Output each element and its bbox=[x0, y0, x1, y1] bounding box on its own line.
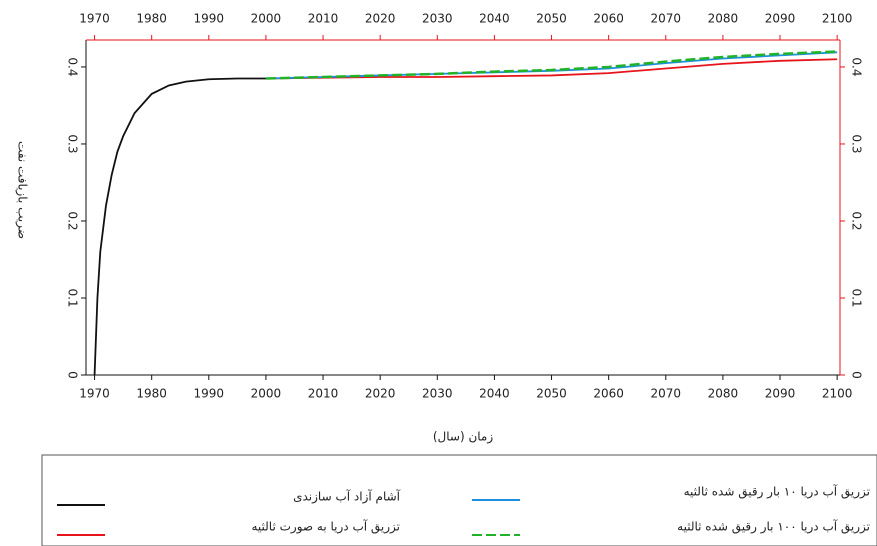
y-right-tick-label: 0.3 bbox=[850, 134, 864, 153]
x-tick-label: 2100 bbox=[822, 387, 853, 401]
x-top-tick-label: 2020 bbox=[365, 12, 396, 26]
x-tick-label: 2070 bbox=[651, 387, 682, 401]
y-tick-label: 0 bbox=[66, 371, 80, 379]
x-tick-label: 2090 bbox=[765, 387, 796, 401]
x-top-tick-label: 2010 bbox=[308, 12, 339, 26]
x-tick-label: 2080 bbox=[708, 387, 739, 401]
y-tick-label: 0.1 bbox=[66, 288, 80, 307]
x-top-tick-label: 2090 bbox=[765, 12, 796, 26]
x-top-tick-label: 2070 bbox=[651, 12, 682, 26]
x-top-tick-label: 1980 bbox=[136, 12, 167, 26]
x-axis-label: زمان (سال) bbox=[433, 430, 494, 445]
x-top-tick-label: 2060 bbox=[593, 12, 624, 26]
y-right-tick-label: 0.4 bbox=[850, 57, 864, 76]
series-line bbox=[265, 58, 838, 80]
legend-label: تزریق آب دریا ۱۰ بار رقیق شده ثالثیه bbox=[684, 484, 870, 500]
x-top-tick-label: 2040 bbox=[479, 12, 510, 26]
x-tick-label: 2000 bbox=[251, 387, 282, 401]
x-tick-label: 1980 bbox=[136, 387, 167, 401]
x-top-tick-label: 2080 bbox=[708, 12, 739, 26]
x-tick-label: 2060 bbox=[593, 387, 624, 401]
y-tick-label: 0.2 bbox=[66, 211, 80, 230]
y-tick-label: 0.3 bbox=[66, 134, 80, 153]
y-right-tick-label: 0.1 bbox=[850, 288, 864, 307]
x-tick-label: 2030 bbox=[422, 387, 453, 401]
legend-box bbox=[41, 454, 877, 546]
x-tick-label: 1990 bbox=[194, 387, 225, 401]
x-tick-label: 2010 bbox=[308, 387, 339, 401]
x-top-tick-label: 2000 bbox=[251, 12, 282, 26]
x-top-tick-label: 2100 bbox=[822, 12, 853, 26]
y-tick-label: 0.4 bbox=[66, 57, 80, 76]
x-tick-label: 2040 bbox=[479, 387, 510, 401]
series-line bbox=[93, 77, 266, 376]
x-tick-label: 1970 bbox=[79, 387, 110, 401]
x-top-tick-label: 2050 bbox=[536, 12, 567, 26]
x-tick-label: 2020 bbox=[365, 387, 396, 401]
x-top-tick-label: 1990 bbox=[194, 12, 225, 26]
x-top-tick-label: 1970 bbox=[79, 12, 110, 26]
legend-label: تزریق آب دریا به صورت ثالثیه bbox=[251, 519, 400, 535]
series-line bbox=[265, 50, 838, 80]
y-right-tick-label: 0 bbox=[850, 371, 864, 379]
x-tick-label: 2050 bbox=[536, 387, 567, 401]
y-right-tick-label: 0.2 bbox=[850, 211, 864, 230]
y-axis-label: ضریب بازیافت نفت bbox=[15, 141, 30, 239]
legend-label: تزریق آب دریا ۱۰۰ بار رقیق شده ثالثیه bbox=[677, 519, 870, 535]
x-top-tick-label: 2030 bbox=[422, 12, 453, 26]
legend-label: آشام آزاد آب سازندی bbox=[293, 489, 401, 505]
